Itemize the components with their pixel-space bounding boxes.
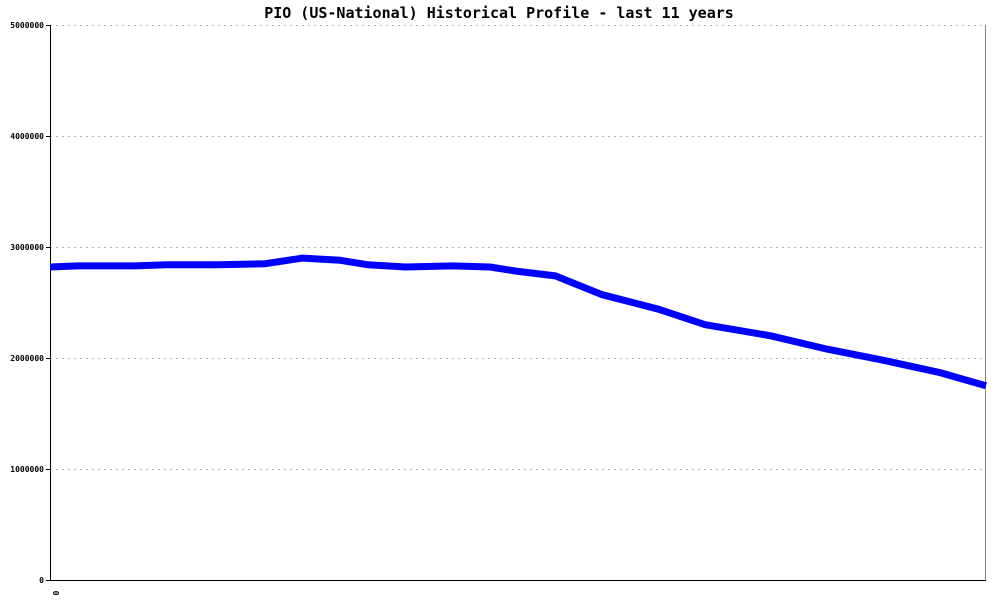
series-layer xyxy=(49,254,987,390)
grid-lines xyxy=(50,25,986,470)
tick-labels: 0 1000000 2000000 3000000 4000000 5000000 0 xyxy=(10,21,60,596)
chart-title: PIO (US-National) Historical Profile - l… xyxy=(264,4,734,22)
y-tick-label-2: 2000000 xyxy=(10,354,44,363)
y-tick-label-1: 1000000 xyxy=(10,465,44,474)
series-line-0 xyxy=(49,254,987,390)
axes xyxy=(46,25,986,581)
y-tick-label-3: 3000000 xyxy=(10,243,44,252)
y-tick-label-4: 4000000 xyxy=(10,132,44,141)
x-tick-label-0: 0 xyxy=(51,591,60,596)
y-tick-label-0: 0 xyxy=(39,576,44,585)
y-tick-label-5: 5000000 xyxy=(10,21,44,30)
